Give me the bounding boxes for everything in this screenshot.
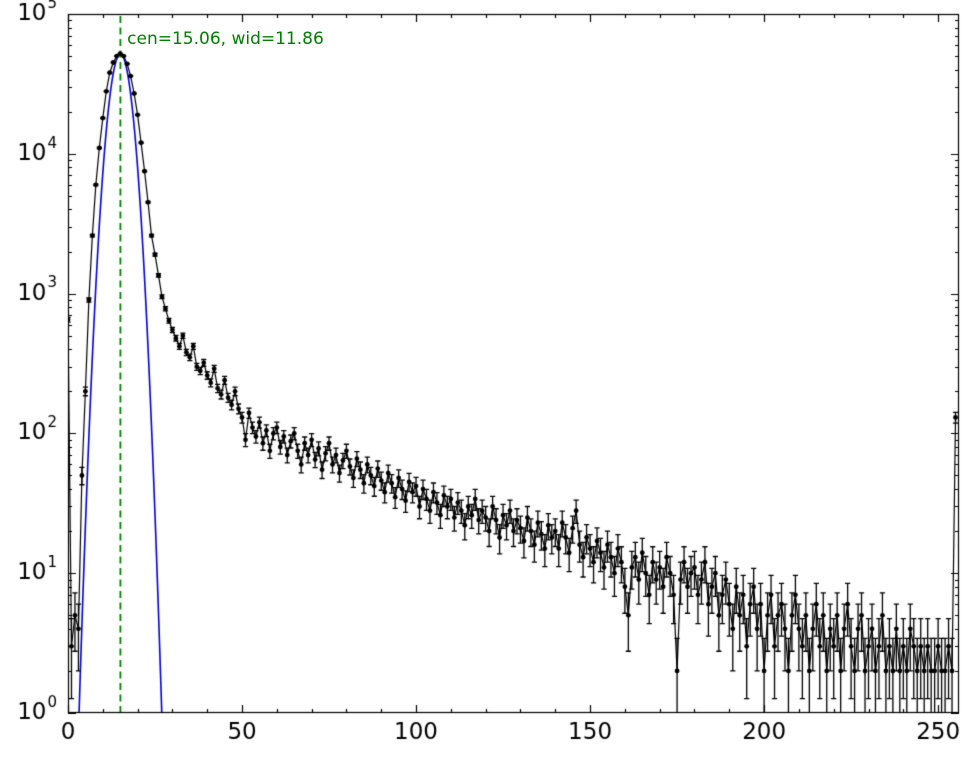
fit-annotation-label: cen=15.06, wid=11.86 bbox=[127, 29, 324, 50]
